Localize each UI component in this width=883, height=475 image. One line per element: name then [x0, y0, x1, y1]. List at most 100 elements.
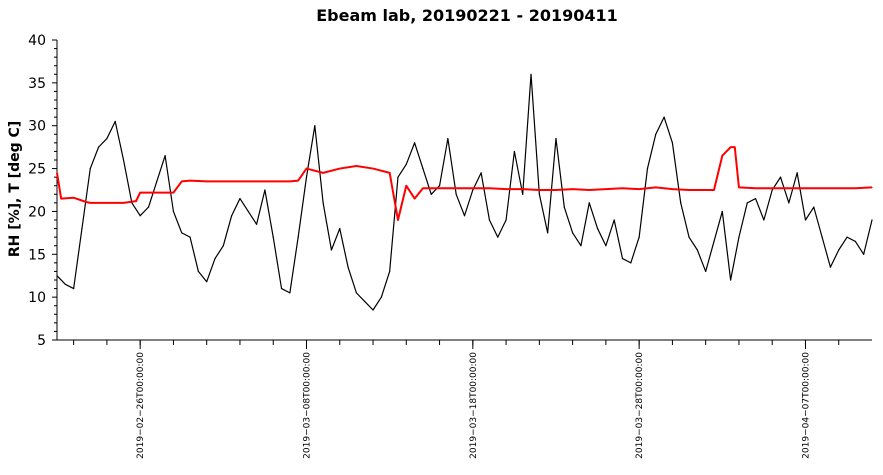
data-point [156, 180, 158, 183]
data-point [846, 236, 848, 238]
data-point [314, 125, 316, 127]
data-point [655, 133, 657, 135]
data-point [305, 176, 308, 178]
x-tick-label: 2019−03−28T00:00:00 [635, 352, 645, 459]
data-point [813, 206, 815, 208]
data-point [796, 172, 798, 174]
data-point [139, 215, 141, 217]
data-point [289, 292, 291, 294]
data-point [680, 202, 682, 204]
data-point [422, 167, 424, 170]
data-point [688, 236, 690, 238]
data-point [588, 202, 590, 204]
data-point [746, 202, 748, 204]
data-point [505, 188, 507, 190]
data-point [297, 179, 299, 182]
data-point [181, 180, 183, 183]
data-point [455, 187, 457, 189]
data-point [730, 279, 732, 281]
data-point [222, 245, 224, 247]
data-point [247, 210, 249, 213]
data-point [339, 227, 341, 230]
data-point [135, 200, 137, 202]
series-line [56, 146, 873, 221]
data-point [655, 186, 657, 189]
data-point [788, 187, 790, 189]
data-point [280, 287, 283, 290]
y-tick-label: 25 [28, 162, 46, 178]
data-point [56, 172, 58, 174]
data-point [871, 219, 873, 221]
data-point [863, 253, 865, 255]
x-ticks: 2019−02−26T00:00:00 2019−03−08T00:00:00 20… [73, 340, 840, 459]
data-point [730, 146, 732, 148]
data-point [854, 187, 856, 189]
data-point [588, 189, 590, 191]
data-point [580, 245, 582, 247]
data-point [505, 219, 507, 221]
data-point [389, 270, 391, 273]
data-point [189, 179, 191, 182]
y-tick-label: 35 [28, 76, 46, 92]
data-point [538, 193, 540, 195]
data-point [738, 186, 740, 189]
data-point [638, 236, 640, 238]
data-point [613, 219, 615, 221]
data-point [538, 189, 540, 191]
data-point [81, 227, 83, 230]
data-point [255, 180, 258, 183]
data-point [64, 283, 66, 285]
data-point [56, 275, 58, 277]
data-point [231, 215, 233, 217]
data-point [206, 180, 208, 183]
data-point [181, 232, 183, 234]
data-point [734, 146, 736, 148]
y-tick-label: 15 [28, 247, 46, 263]
data-point [572, 188, 574, 190]
series-line [56, 73, 873, 311]
data-point [838, 187, 840, 189]
data-point [397, 176, 399, 178]
data-point [563, 206, 565, 208]
data-point [239, 180, 241, 183]
y-ticks: 5 10 15 20 25 30 35 40 [28, 33, 57, 349]
data-point [197, 270, 199, 273]
data-point [214, 257, 216, 260]
data-point [771, 189, 773, 191]
data-point [763, 219, 765, 221]
data-point [380, 296, 382, 298]
series-2 [56, 146, 873, 221]
data-point [488, 187, 491, 189]
data-point [663, 116, 665, 118]
data-point [671, 142, 674, 144]
data-point [405, 163, 407, 165]
data-point [705, 189, 707, 191]
data-point [630, 262, 632, 264]
data-point [671, 188, 674, 190]
data-point [106, 137, 108, 140]
data-point [355, 165, 357, 167]
data-point [89, 202, 91, 204]
data-point [330, 249, 333, 251]
data-point [621, 257, 624, 260]
data-point [547, 232, 549, 234]
data-point [60, 197, 62, 200]
data-point [114, 120, 116, 123]
data-point [688, 189, 690, 191]
data-point [555, 189, 557, 191]
axes [56, 40, 872, 341]
data-point [164, 155, 166, 157]
data-point [97, 146, 100, 148]
data-point [189, 236, 191, 238]
data-point [355, 292, 357, 294]
data-point [255, 223, 258, 225]
data-point [472, 189, 474, 191]
data-point [871, 186, 873, 189]
data-point [480, 172, 482, 174]
data-point [389, 172, 391, 174]
data-point [305, 167, 308, 170]
data-point [638, 188, 640, 190]
y-tick-label: 5 [37, 333, 46, 349]
data-point [829, 266, 832, 268]
data-point [605, 188, 607, 190]
